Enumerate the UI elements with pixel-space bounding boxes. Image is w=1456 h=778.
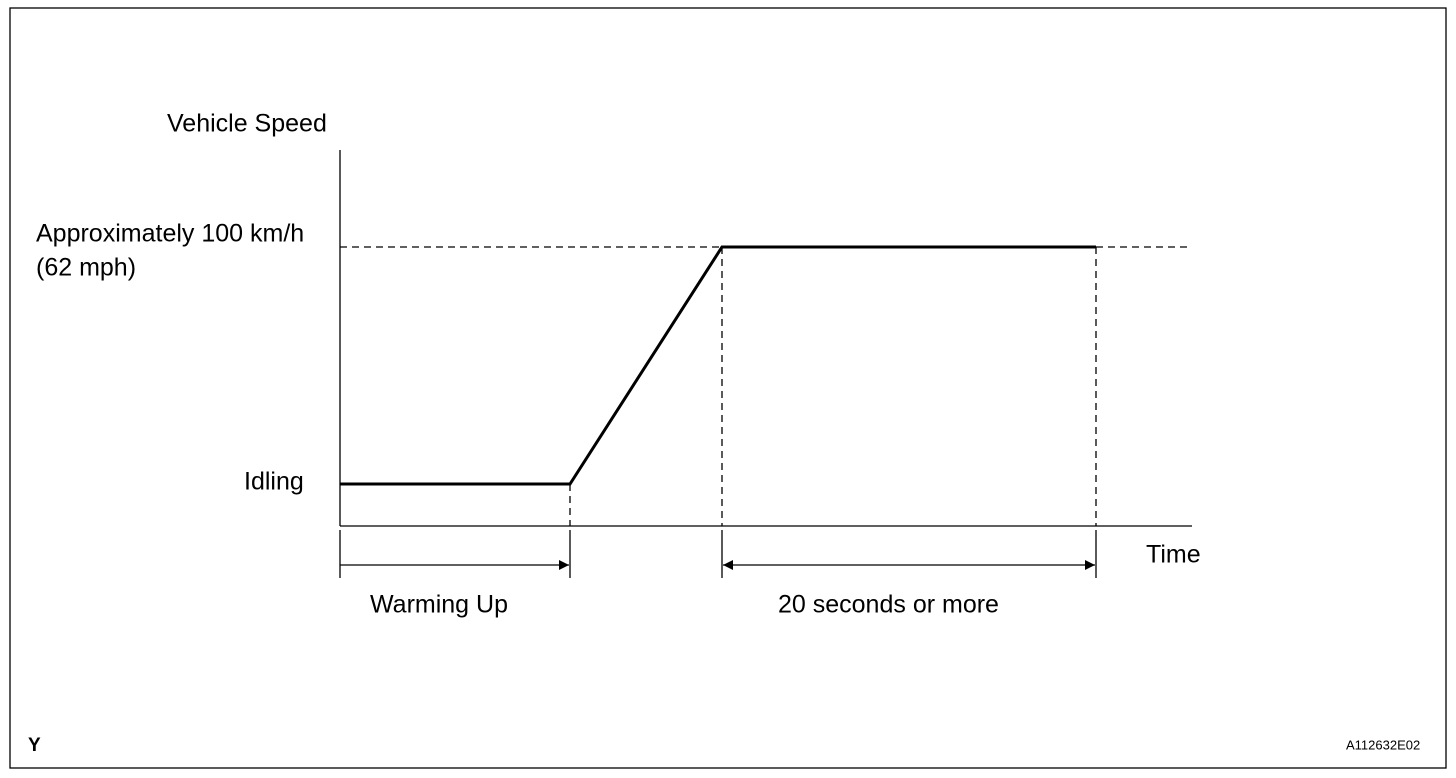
corner-mark: Y <box>28 735 41 756</box>
speed-label-mph: (62 mph) <box>36 254 136 282</box>
frame <box>9 7 1447 769</box>
figure-id: A112632E02 <box>1346 737 1420 752</box>
y-axis-label: Vehicle Speed <box>167 110 327 138</box>
speed-label: Approximately 100 km/h <box>36 220 304 248</box>
phase-label: 20 seconds or more <box>778 591 999 619</box>
idle-label: Idling <box>244 468 304 496</box>
x-axis-label: Time <box>1146 541 1201 569</box>
speed-profile <box>340 245 1096 486</box>
phase-label: Warming Up <box>370 591 508 619</box>
